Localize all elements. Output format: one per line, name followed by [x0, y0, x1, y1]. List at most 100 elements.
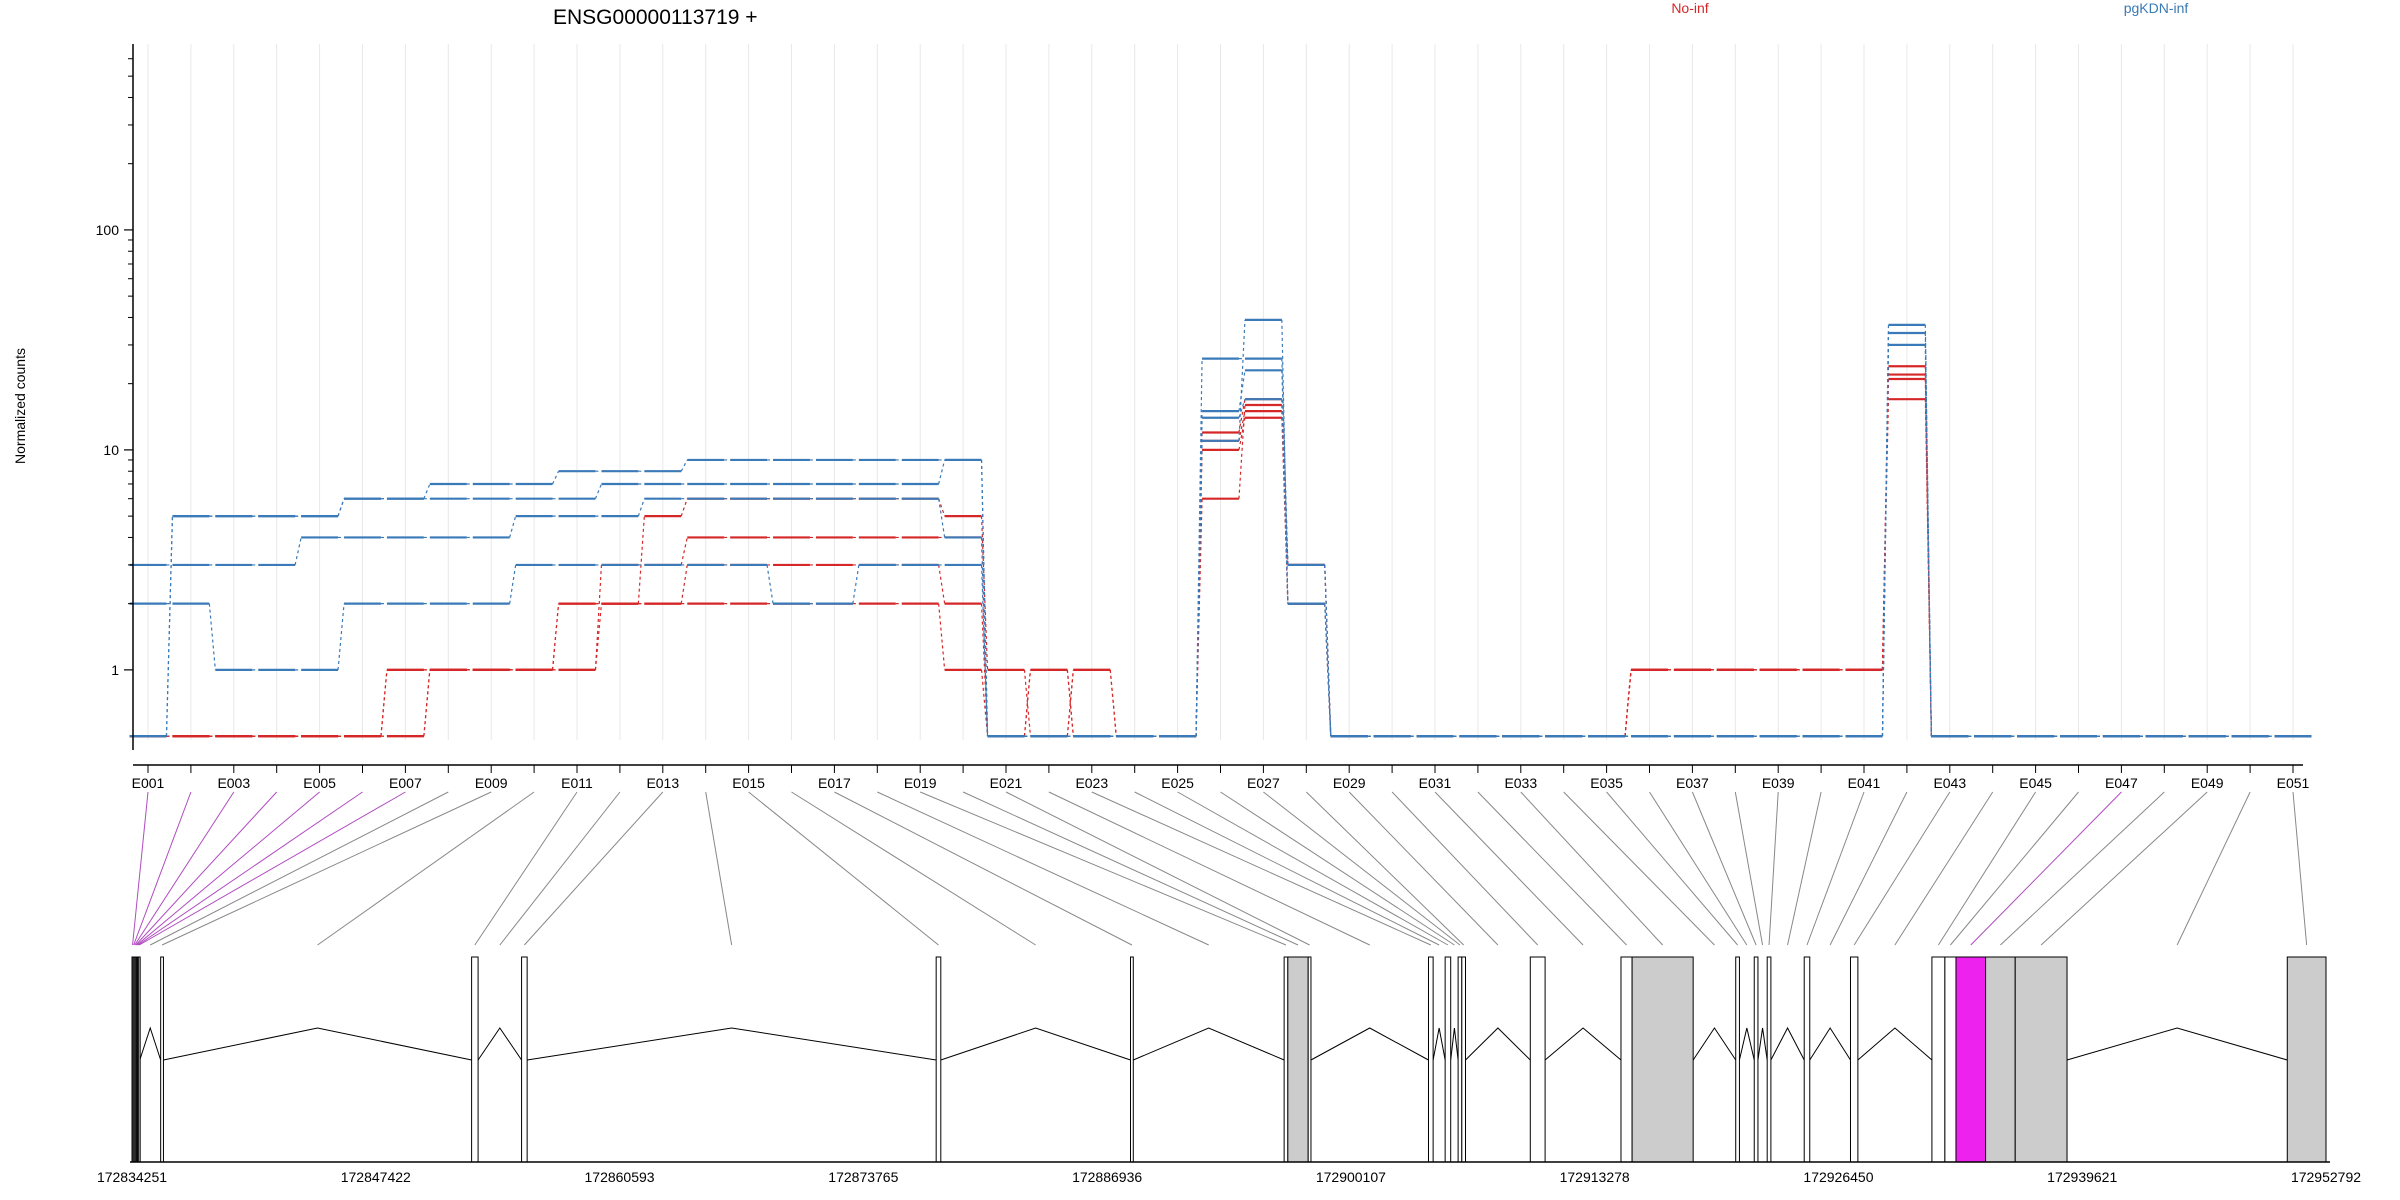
exon-connector	[1434, 791, 1584, 946]
exon-block	[1529, 956, 1546, 1163]
exon-block	[2286, 956, 2327, 1163]
exon-block	[521, 956, 528, 1163]
intron	[477, 1027, 522, 1061]
x-tick-label: E021	[990, 775, 1023, 791]
exon-connector	[1134, 791, 1440, 946]
x-tick-label: E029	[1333, 775, 1366, 791]
exon-connector	[748, 791, 939, 946]
exon-connector	[1768, 791, 1779, 946]
intron	[1310, 1027, 1429, 1061]
exon-connector	[1305, 791, 1465, 946]
x-tick-label: E009	[475, 775, 508, 791]
x-tick-label: E037	[1676, 775, 1709, 791]
x-tick-label: E035	[1590, 775, 1623, 791]
intron	[139, 1026, 162, 1061]
exon-block	[1461, 956, 1467, 1163]
x-tick-label: E019	[904, 775, 937, 791]
series-segment	[129, 318, 2312, 738]
exon-connector	[1391, 791, 1539, 946]
exon-connector	[2292, 791, 2308, 946]
series-connector	[165, 319, 2275, 737]
exon-connector	[1787, 791, 1822, 946]
legend-entry-pgkdn-inf: pgKDN-inf	[2124, 0, 2189, 16]
x-tick-label: E049	[2191, 775, 2224, 791]
y-tick-label: 100	[96, 222, 120, 238]
exon-connector	[138, 791, 406, 946]
exon-block	[160, 956, 164, 1163]
exon-connector	[1477, 791, 1627, 946]
intron	[1857, 1027, 1933, 1061]
genomic-tick-label: 172860593	[585, 1169, 655, 1185]
exon-connector	[161, 791, 492, 946]
exon-block	[1753, 956, 1759, 1163]
exon-block	[1287, 956, 1309, 1163]
exon-connector	[1649, 791, 1748, 946]
y-axis-label: Normalized counts	[12, 348, 28, 464]
exon-connector	[1950, 791, 2079, 946]
exon-connector	[1894, 791, 1994, 946]
exon-block	[471, 956, 479, 1163]
x-tick-label: E047	[2105, 775, 2138, 791]
exon-connector	[1691, 791, 1757, 946]
exon-connector	[135, 791, 278, 946]
x-tick-label: E005	[303, 775, 336, 791]
intron	[527, 1027, 937, 1061]
exon-connector	[136, 791, 320, 946]
exon-connector	[149, 791, 449, 946]
x-tick-label: E025	[1161, 775, 1194, 791]
exon-connector	[1606, 791, 1738, 946]
exon-connector	[133, 791, 192, 946]
x-tick-label: E045	[2019, 775, 2052, 791]
exon-connector	[877, 791, 1209, 946]
exon-connector	[791, 791, 1036, 946]
exon-connector	[474, 791, 578, 946]
genomic-tick-label: 172886936	[1072, 1169, 1142, 1185]
exon-connector	[705, 791, 733, 946]
exon-connector	[1177, 791, 1449, 946]
exon-block	[1955, 956, 1987, 1163]
x-tick-label: E013	[646, 775, 679, 791]
exon-block	[1931, 956, 1946, 1163]
exon-block	[1283, 956, 1289, 1163]
x-tick-label: E043	[1933, 775, 1966, 791]
exon-connector	[132, 791, 149, 946]
x-tick-label: E001	[132, 775, 165, 791]
intron	[940, 1027, 1131, 1061]
intron	[1450, 1027, 1459, 1061]
exon-block	[1766, 956, 1772, 1163]
x-tick-label: E039	[1762, 775, 1795, 791]
exon-block	[1620, 956, 1633, 1163]
intron	[1738, 1027, 1755, 1061]
exon-block	[1130, 956, 1134, 1163]
exon-block	[2014, 956, 2068, 1163]
x-tick-label: E027	[1247, 775, 1280, 791]
genomic-tick-label: 172913278	[1560, 1169, 1630, 1185]
intron	[1465, 1027, 1531, 1061]
exon-block	[1457, 956, 1463, 1163]
exon-connector	[1563, 791, 1715, 946]
exon-connector	[834, 791, 1133, 946]
exon-block	[1849, 956, 1859, 1163]
exon-connector	[920, 791, 1287, 946]
exon-block	[1735, 956, 1740, 1163]
intron	[1432, 1027, 1446, 1061]
x-tick-label: E011	[561, 775, 593, 791]
grid-lines	[147, 44, 2294, 740]
genomic-tick-label: 172834251	[97, 1169, 167, 1185]
genomic-tick-label: 172926450	[1803, 1169, 1873, 1185]
exon-connector	[1005, 791, 1310, 946]
y-axis: 1 10 100	[96, 44, 134, 750]
x-tick-label: E017	[818, 775, 851, 791]
x-tick-label: E051	[2277, 775, 2310, 791]
chart-title: ENSG00000113719 +	[553, 6, 758, 29]
exon-block	[1444, 956, 1452, 1163]
exon-connector	[1853, 791, 1951, 946]
exon-block	[1427, 956, 1434, 1163]
x-tick-label: E031	[1419, 775, 1452, 791]
legend-entry-no-inf: No-inf	[1671, 0, 1708, 16]
exon-block	[1985, 956, 2016, 1163]
exon-connector	[1520, 791, 1663, 946]
genomic-tick-label: 172873765	[828, 1169, 898, 1185]
exon-connector	[1806, 791, 1865, 946]
intron	[1757, 1027, 1768, 1061]
